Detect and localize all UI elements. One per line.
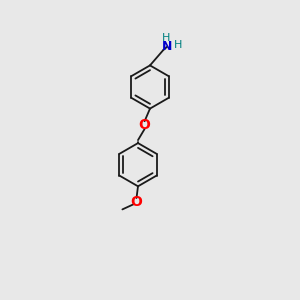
- Text: H: H: [161, 33, 170, 43]
- Text: H: H: [173, 40, 182, 50]
- Text: N: N: [162, 40, 172, 53]
- Text: O: O: [139, 118, 151, 132]
- Text: O: O: [130, 195, 142, 209]
